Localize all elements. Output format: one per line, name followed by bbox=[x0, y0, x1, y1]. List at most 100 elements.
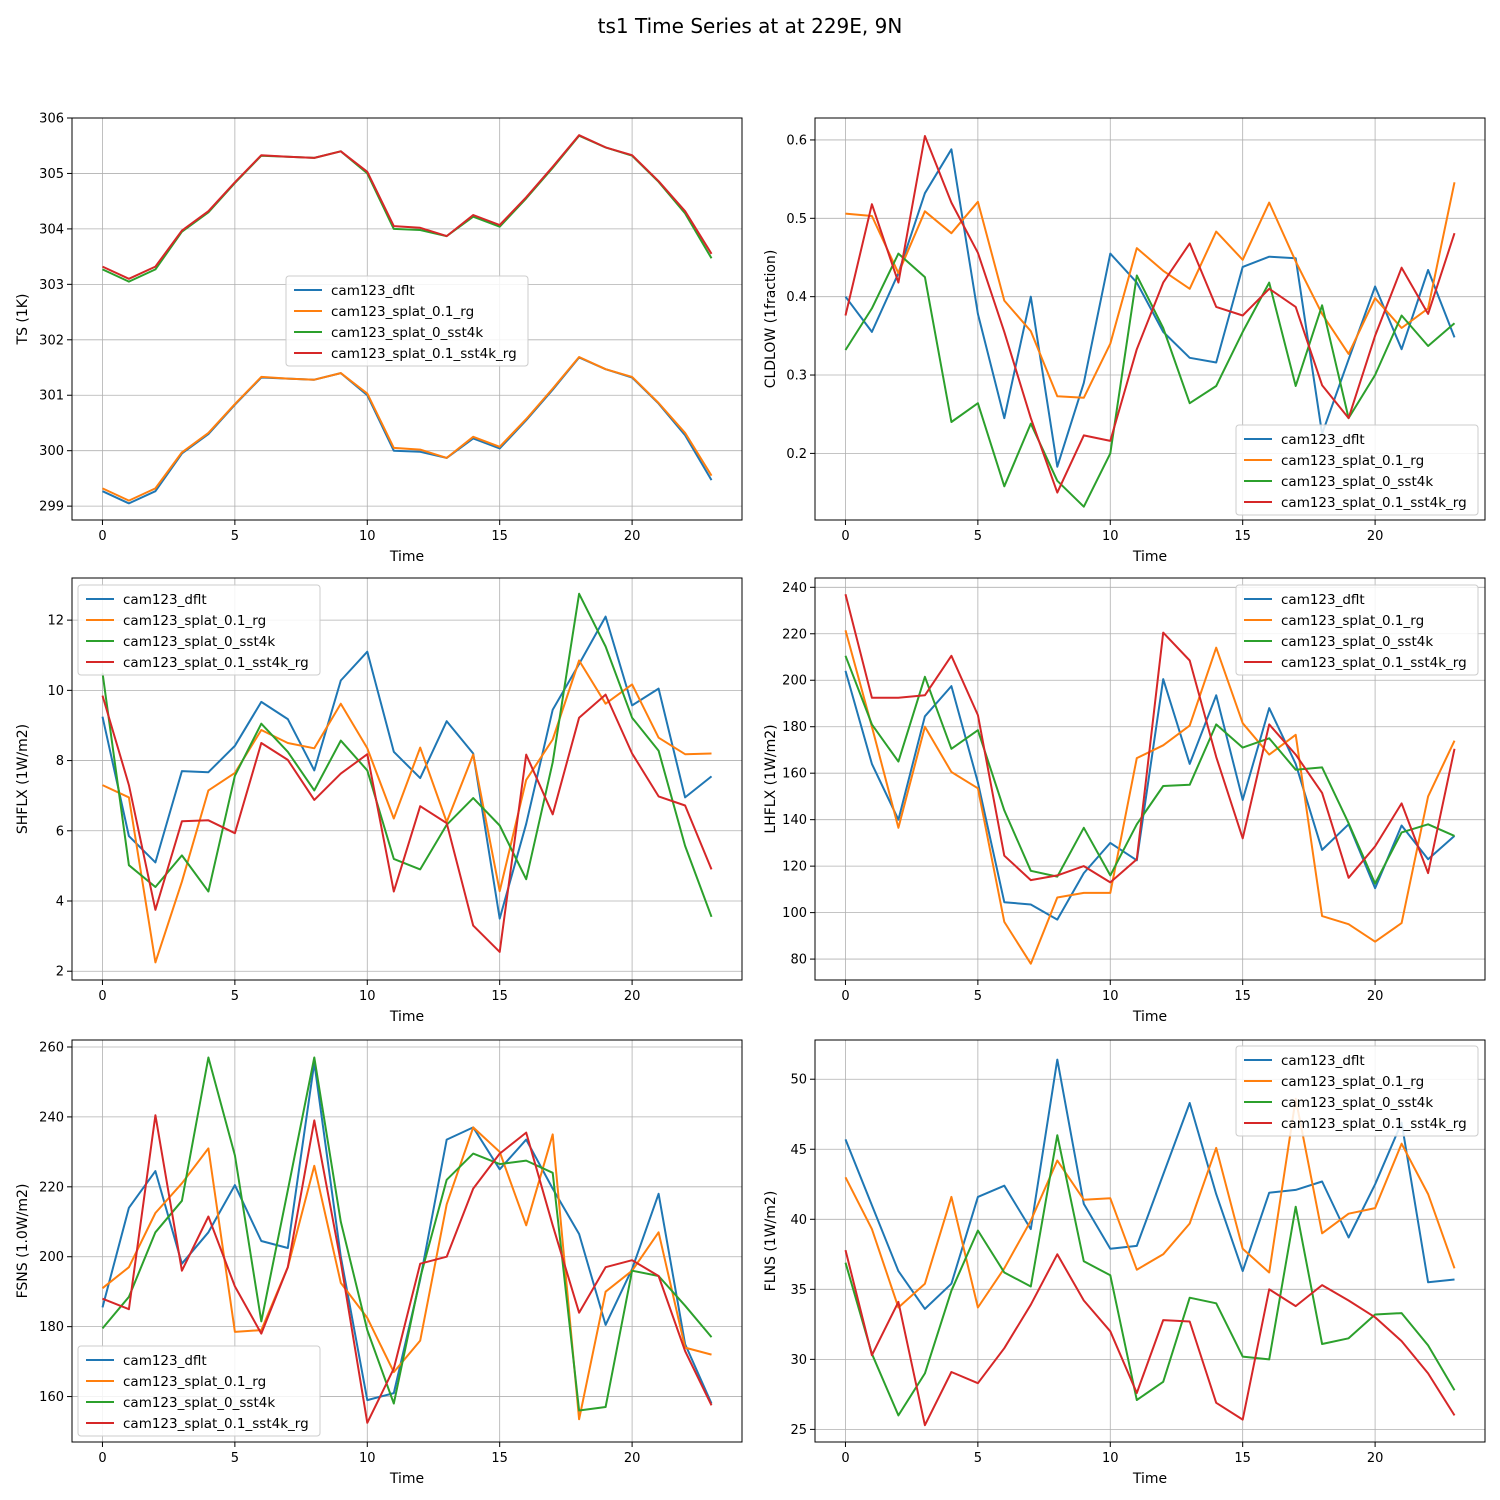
subplot-5: 0 5 10 15 20 160 180 200 220 240 260 Time FSNS (1.0W… bbox=[15, 1039, 743, 1487]
y-tick-label: 25 bbox=[790, 1423, 807, 1438]
y-tick-label: 0.6 bbox=[786, 133, 807, 148]
x-tick-label: 0 bbox=[841, 1451, 849, 1466]
y-tick-label: 303 bbox=[39, 278, 64, 293]
x-tick-label: 20 bbox=[1367, 1451, 1384, 1466]
x-tick-label: 0 bbox=[98, 1451, 106, 1466]
y-tick-label: 0.3 bbox=[786, 369, 807, 384]
axes-frame bbox=[814, 577, 1486, 981]
x-axis-label: Time bbox=[389, 549, 424, 565]
x-axis-label: Time bbox=[1132, 1009, 1167, 1025]
legend-label: cam123_splat_0.1_rg bbox=[1281, 453, 1424, 469]
series-line-cam123_splat_0.1_sst4k_rg bbox=[101, 693, 713, 953]
legend-box bbox=[1235, 584, 1479, 676]
series-line-cam123_splat_0.1_rg bbox=[102, 659, 712, 964]
legend-label: cam123_splat_0.1_sst4k_rg bbox=[1281, 495, 1467, 511]
legend-label: cam123_splat_0.1_rg bbox=[123, 1374, 266, 1390]
y-tick-label: 200 bbox=[782, 674, 807, 689]
y-tick-label: 220 bbox=[39, 1180, 64, 1195]
y-tick-label: 120 bbox=[782, 860, 807, 875]
x-tick-label: 5 bbox=[231, 529, 239, 544]
series-line-cam123_splat_0.1_sst4k_rg bbox=[102, 1114, 713, 1424]
legend-label: cam123_splat_0_sst4k bbox=[331, 325, 483, 341]
series-line-cam123_splat_0_sst4k bbox=[101, 592, 713, 918]
x-tick-label: 15 bbox=[491, 1451, 508, 1466]
y-tick-label: 306 bbox=[39, 112, 64, 127]
y-tick-label: 0.5 bbox=[786, 212, 807, 227]
x-tick-label: 10 bbox=[359, 1451, 376, 1466]
legend-label: cam123_splat_0.1_rg bbox=[331, 304, 474, 320]
subplot-1: 0 5 10 15 20 299 300 301 302 303 304 305 306 Time TS (… bbox=[15, 112, 743, 565]
y-axis-label: FLNS (1W/m2) bbox=[763, 1191, 779, 1292]
legend-label: cam123_splat_0.1_sst4k_rg bbox=[1281, 655, 1467, 671]
figure-title: ts1 Time Series at at 229E, 9N bbox=[597, 14, 903, 38]
y-tick-label: 45 bbox=[790, 1143, 807, 1158]
y-axis-label: FSNS (1.0W/m2) bbox=[15, 1184, 31, 1299]
axes-frame bbox=[71, 577, 743, 981]
y-tick-label: 50 bbox=[790, 1073, 807, 1088]
subplot-4: 0 5 10 15 20 80 100 120 140 160 180 200 220 240 Time LH… bbox=[763, 577, 1486, 1025]
legend-label: cam123_dflt bbox=[1281, 1053, 1365, 1069]
legend: cam123_dflt cam123_splat_0.1_rg cam123_spl… bbox=[1235, 1045, 1479, 1137]
y-tick-label: 12 bbox=[47, 614, 64, 629]
series-line-cam123_splat_0.1_rg bbox=[101, 1126, 712, 1421]
legend-label: cam123_splat_0.1_rg bbox=[1281, 1074, 1424, 1090]
legend-label: cam123_splat_0.1_rg bbox=[123, 613, 266, 629]
legend-label: cam123_splat_0.1_sst4k_rg bbox=[123, 1416, 309, 1432]
legend: cam123_dflt cam123_splat_0.1_rg cam123_spl… bbox=[77, 1345, 321, 1437]
x-tick-label: 10 bbox=[1102, 529, 1119, 544]
series-line-cam123_splat_0.1_rg bbox=[102, 356, 713, 502]
series-line-cam123_dflt bbox=[102, 356, 713, 505]
y-axis-label: SHFLX (1W/m2) bbox=[15, 724, 31, 834]
legend: cam123_dflt cam123_splat_0.1_rg cam123_spl… bbox=[1235, 584, 1479, 676]
series-line-cam123_splat_0_sst4k bbox=[844, 1134, 1456, 1417]
series-line-cam123_splat_0_sst4k bbox=[844, 252, 1456, 508]
x-tick-label: 5 bbox=[974, 1451, 982, 1466]
x-tick-label: 20 bbox=[1367, 529, 1384, 544]
series-line-cam123_dflt bbox=[844, 1058, 1455, 1310]
x-tick-label: 0 bbox=[98, 529, 106, 544]
y-tick-label: 300 bbox=[39, 444, 64, 459]
y-tick-label: 6 bbox=[56, 824, 64, 839]
legend-label: cam123_splat_0.1_sst4k_rg bbox=[1281, 1116, 1467, 1132]
legend-box bbox=[1235, 424, 1479, 516]
series-line-cam123_splat_0_sst4k bbox=[102, 134, 713, 283]
y-tick-label: 4 bbox=[56, 895, 64, 910]
y-tick-label: 304 bbox=[39, 222, 64, 237]
x-tick-label: 10 bbox=[1102, 989, 1119, 1004]
x-tick-label: 15 bbox=[491, 989, 508, 1004]
legend-label: cam123_splat_0_sst4k bbox=[123, 634, 275, 650]
x-axis-label: Time bbox=[1132, 1471, 1167, 1487]
axes-frame bbox=[71, 1039, 743, 1443]
series-line-cam123_splat_0.1_rg bbox=[844, 1097, 1456, 1309]
legend-label: cam123_splat_0_sst4k bbox=[1281, 634, 1433, 650]
x-tick-label: 0 bbox=[841, 529, 849, 544]
x-tick-label: 5 bbox=[231, 1451, 239, 1466]
legend-label: cam123_splat_0.1_sst4k_rg bbox=[331, 346, 517, 362]
legend-box bbox=[1235, 1045, 1479, 1137]
series-line-cam123_dflt bbox=[844, 148, 1456, 468]
legend-label: cam123_splat_0_sst4k bbox=[1281, 474, 1433, 490]
x-tick-label: 0 bbox=[98, 989, 106, 1004]
series-line-cam123_splat_0.1_sst4k_rg bbox=[102, 134, 713, 280]
y-axis-label: TS (1K) bbox=[15, 294, 31, 346]
y-tick-label: 30 bbox=[790, 1353, 807, 1368]
legend-box bbox=[77, 1345, 321, 1437]
x-tick-label: 15 bbox=[491, 529, 508, 544]
y-tick-label: 2 bbox=[56, 965, 64, 980]
series-line-cam123_splat_0_sst4k bbox=[844, 655, 1455, 885]
y-tick-label: 260 bbox=[39, 1040, 64, 1055]
x-tick-label: 15 bbox=[1234, 989, 1251, 1004]
y-tick-label: 240 bbox=[39, 1110, 64, 1125]
series-line-cam123_splat_0.1_rg bbox=[845, 182, 1456, 399]
x-axis-label: Time bbox=[389, 1471, 424, 1487]
y-axis-label: CLDLOW (1fraction) bbox=[763, 250, 779, 389]
legend-label: cam123_dflt bbox=[123, 592, 207, 608]
axes-frame bbox=[71, 117, 743, 521]
x-axis-label: Time bbox=[389, 1009, 424, 1025]
y-tick-label: 302 bbox=[39, 333, 64, 348]
series-line-cam123_splat_0.1_sst4k_rg bbox=[844, 1249, 1456, 1427]
x-tick-label: 20 bbox=[624, 989, 641, 1004]
axes-frame bbox=[814, 1039, 1486, 1443]
y-tick-label: 200 bbox=[39, 1250, 64, 1265]
